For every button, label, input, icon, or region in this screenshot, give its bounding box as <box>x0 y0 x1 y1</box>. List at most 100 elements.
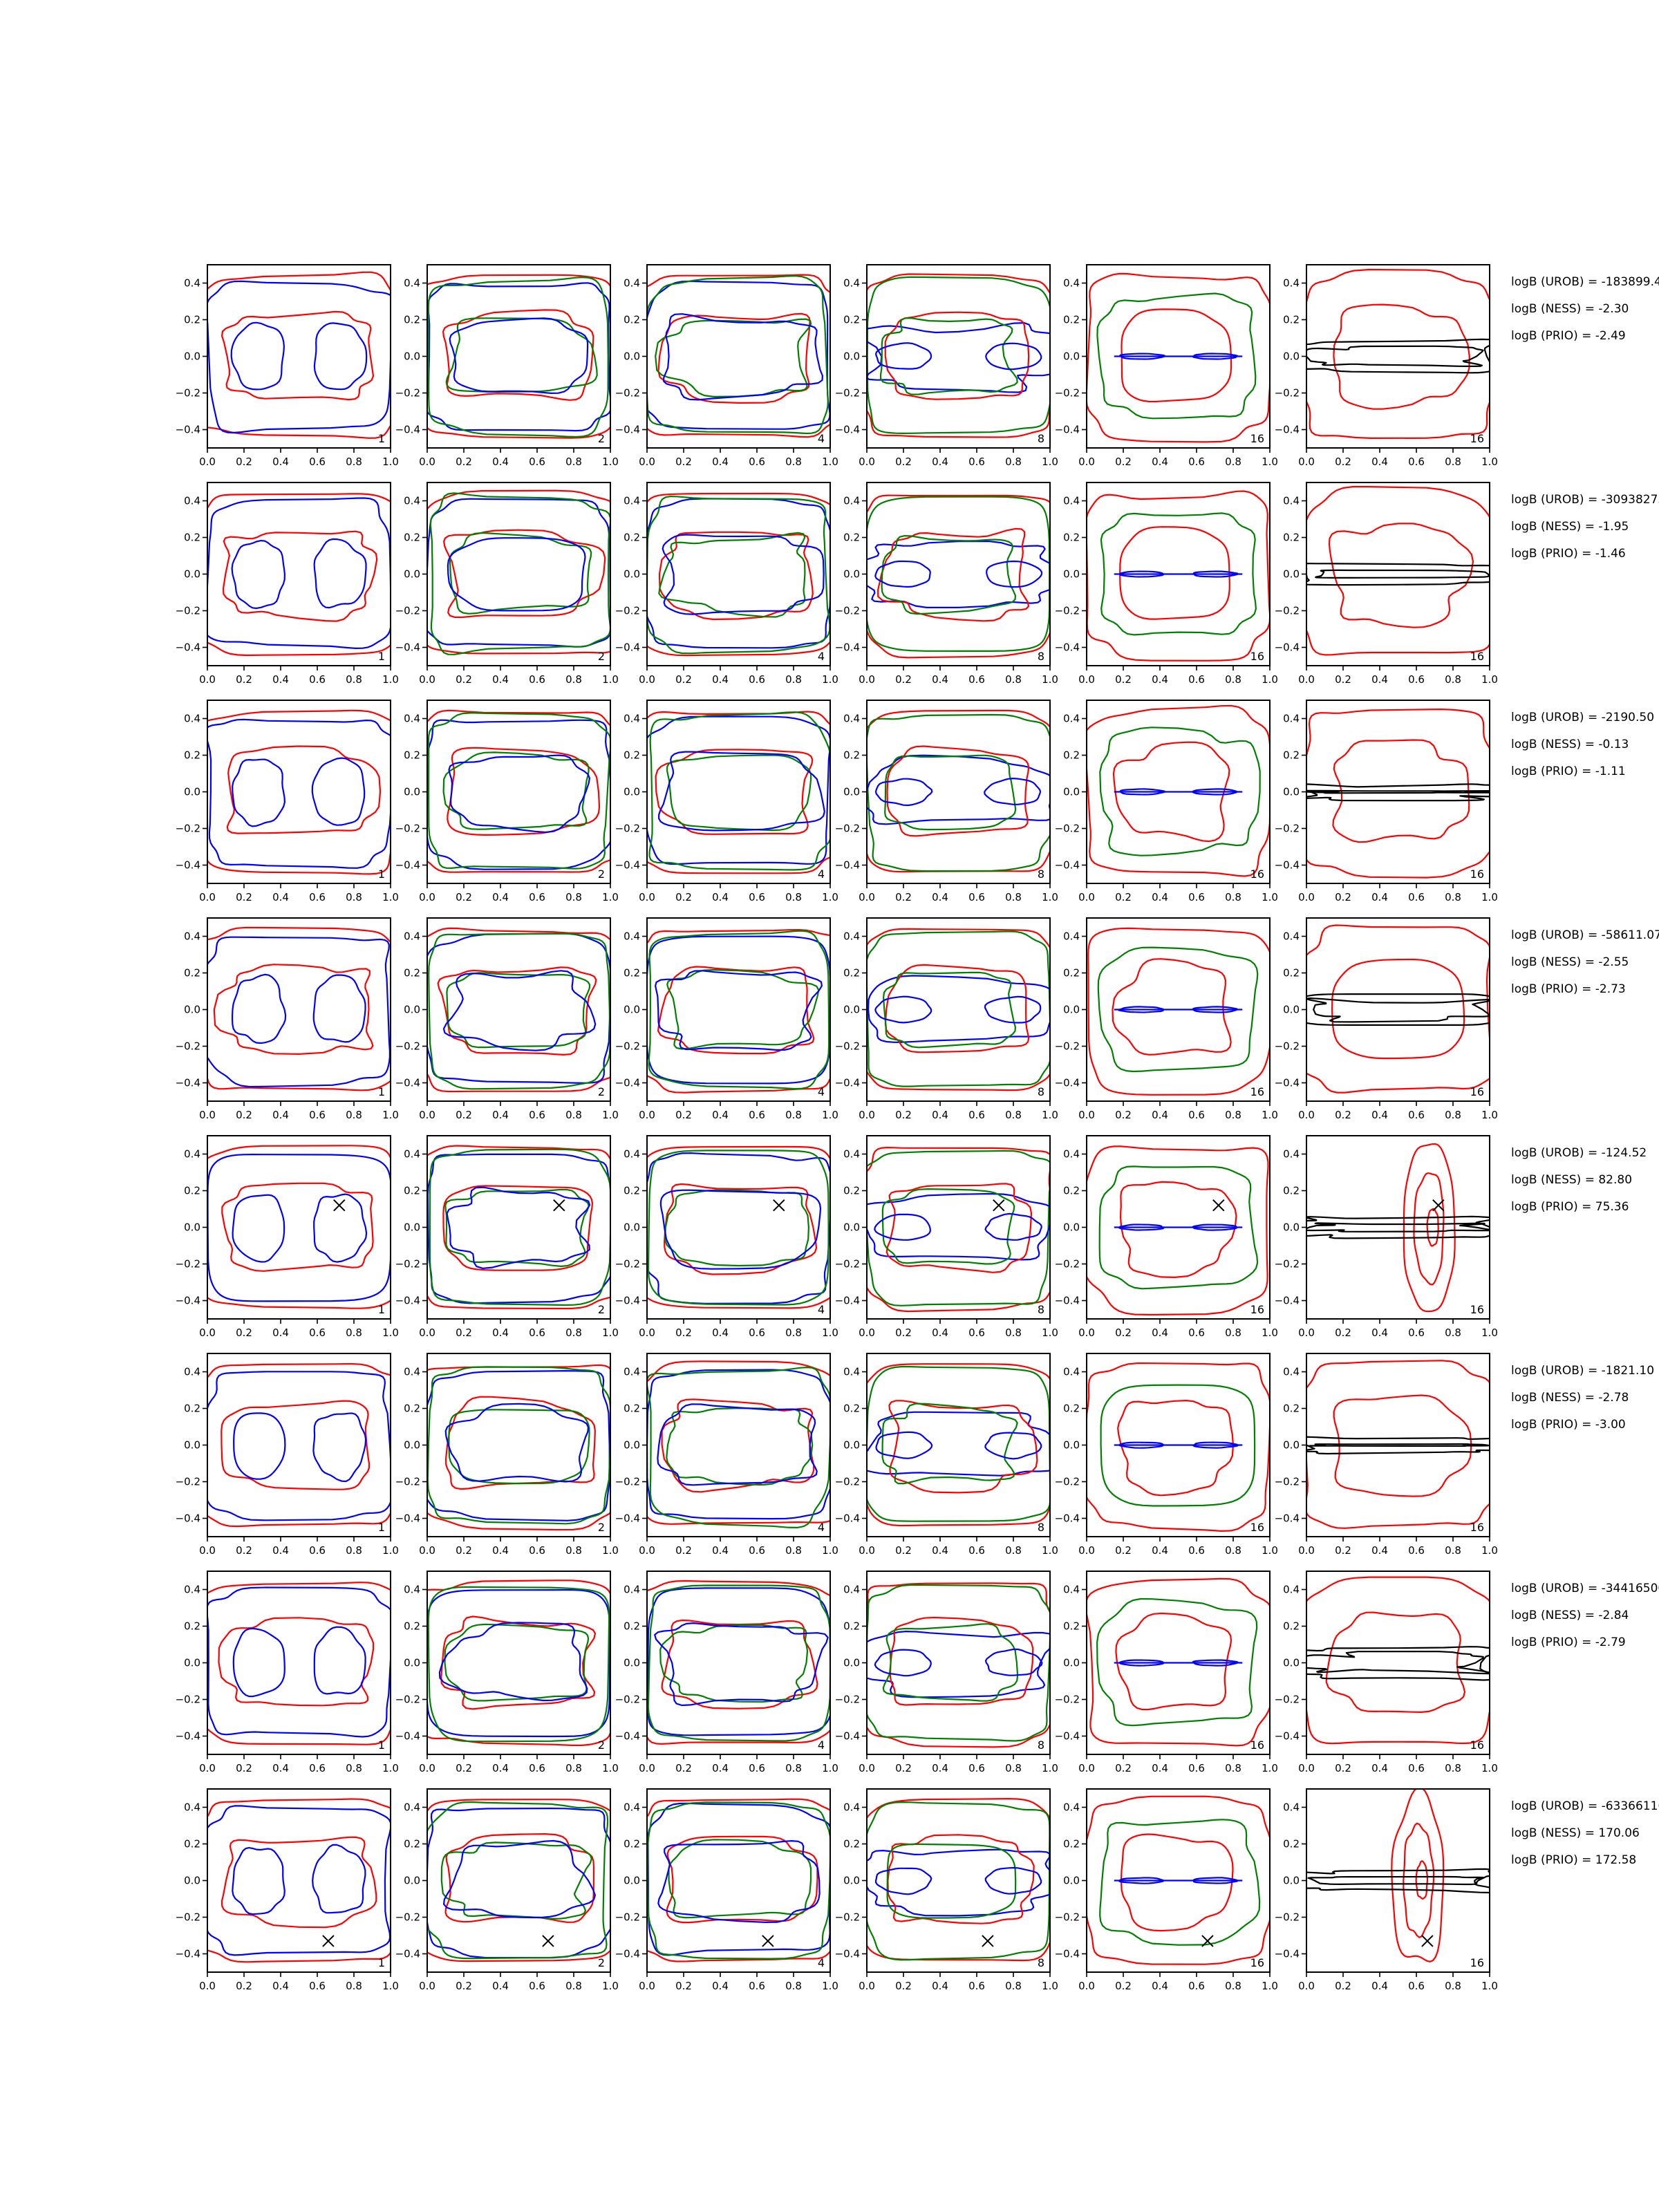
y-tick-label: −0.2 <box>395 605 420 617</box>
panel-frame <box>866 264 1051 449</box>
x-tick-label: 0.4 <box>1152 1762 1168 1774</box>
contour-line <box>647 711 830 874</box>
x-tick-label: 1.0 <box>1481 1980 1498 1992</box>
y-tick-label: 0.4 <box>1283 1366 1300 1378</box>
x-tick-label: 0.2 <box>675 456 692 468</box>
contour-line <box>985 342 1042 371</box>
contour-line <box>1308 1443 1490 1447</box>
panel-label: 4 <box>818 432 825 445</box>
y-tick-label: −0.2 <box>1275 605 1300 617</box>
y-tick-label: 0.4 <box>843 1584 860 1596</box>
logb-annotation: logB (PRIO) = -3.00 <box>1511 1418 1626 1432</box>
contour-line <box>647 1152 830 1304</box>
y-tick-label: 0.0 <box>184 1875 200 1887</box>
contour-line <box>1306 709 1490 879</box>
y-tick-label: −0.2 <box>615 1258 640 1271</box>
contour-line <box>867 1366 1050 1522</box>
y-tick-label: −0.4 <box>1055 1512 1080 1525</box>
x-tick-label: 0.6 <box>749 456 765 468</box>
x-tick-label: 1.0 <box>382 1109 399 1121</box>
contour-panel: 0.0 0.2 0.4 0.6 0.8 1.0 0.4 0.2 0.0 −0.2 −0.4 1 <box>176 917 399 1121</box>
contour-line <box>881 1403 1018 1485</box>
contour-line <box>1403 1822 1435 1938</box>
contour-line <box>655 318 812 397</box>
x-tick-label: 0.8 <box>346 673 362 686</box>
contour-group <box>867 273 1050 438</box>
contour-line <box>1332 739 1470 843</box>
contour-line <box>1333 1394 1472 1497</box>
x-tick-label: 0.8 <box>1225 1327 1241 1339</box>
x-tick-label: 1.0 <box>1481 1762 1498 1774</box>
contour-line <box>867 1798 1050 1962</box>
x-tick-label: 0.8 <box>346 1109 362 1121</box>
x-tick-label: 0.8 <box>346 1327 362 1339</box>
panel-label: 8 <box>1038 1521 1044 1534</box>
x-tick-label: 1.0 <box>822 1109 838 1121</box>
x-tick-label: 0.2 <box>236 1327 252 1339</box>
y-tick-label: 0.2 <box>624 1403 640 1415</box>
y-tick-label: −0.2 <box>1275 1258 1300 1271</box>
contour-line <box>658 532 806 618</box>
x-tick-label: 0.6 <box>749 1327 765 1339</box>
contour-line <box>875 1867 932 1895</box>
contour-line <box>868 975 1050 1043</box>
x-tick-label: 0.0 <box>1298 1109 1315 1121</box>
contour-line <box>1119 526 1230 620</box>
y-tick-label: −0.2 <box>835 1911 860 1924</box>
contour-line <box>1306 1360 1490 1529</box>
x-tick-label: 0.0 <box>199 891 216 903</box>
panel-frame <box>646 1571 831 1755</box>
x-tick-label: 0.6 <box>1188 456 1205 468</box>
y-tick-label: 0.2 <box>1063 1185 1080 1197</box>
logb-annotation: logB (UROB) = -183899.4 <box>1511 275 1659 289</box>
x-tick-label: 0.6 <box>968 1109 985 1121</box>
x-tick-label: 0.0 <box>199 1980 216 1992</box>
contour-line <box>1118 1006 1165 1013</box>
contour-line <box>1306 338 1490 374</box>
x-tick-label: 0.8 <box>565 1544 582 1557</box>
logb-annotation: logB (NESS) = -0.13 <box>1511 738 1629 751</box>
x-tick-label: 0.2 <box>236 456 252 468</box>
x-tick-label: 0.8 <box>565 891 582 903</box>
y-tick-label: 0.4 <box>404 495 420 507</box>
y-tick-label: 0.4 <box>184 930 200 943</box>
x-tick-label: 0.0 <box>199 1544 216 1557</box>
panel-label: 2 <box>598 432 605 445</box>
contour-line <box>1192 1224 1238 1231</box>
contour-group <box>207 493 391 657</box>
x-tick-label: 0.8 <box>1445 456 1461 468</box>
contour-line <box>884 754 1017 831</box>
y-tick-label: 0.2 <box>843 1185 860 1197</box>
contour-line <box>647 1360 830 1525</box>
x-tick-label: 0.2 <box>1335 456 1351 468</box>
contour-line <box>664 1189 809 1267</box>
panel-label: 4 <box>818 868 825 881</box>
contour-panel: 0.0 0.2 0.4 0.6 0.8 1.0 0.4 0.2 0.0 −0.2 −0.4 4 <box>615 264 838 468</box>
y-tick-label: −0.2 <box>615 1911 640 1924</box>
y-tick-label: −0.2 <box>1275 1694 1300 1706</box>
y-tick-label: 0.0 <box>1063 1657 1080 1669</box>
contour-line <box>1192 788 1238 796</box>
panel-label: 4 <box>818 650 825 663</box>
x-tick-label: 0.2 <box>1335 673 1351 686</box>
x-tick-label: 0.4 <box>1152 1109 1168 1121</box>
y-tick-label: 0.2 <box>1283 1403 1300 1415</box>
contour-line <box>207 280 391 434</box>
x-tick-label: 0.8 <box>785 1544 802 1557</box>
x-tick-label: 0.0 <box>1078 1762 1095 1774</box>
x-tick-label: 1.0 <box>1262 891 1278 903</box>
y-tick-label: 0.2 <box>184 967 200 980</box>
y-tick-label: 0.2 <box>1283 967 1300 980</box>
panel-frame <box>1306 917 1490 1102</box>
contour-line <box>1192 570 1239 578</box>
x-tick-label: 0.4 <box>1152 673 1168 686</box>
logb-annotation: logB (UROB) = -1821.10 <box>1511 1364 1654 1378</box>
contour-line <box>427 712 610 870</box>
contour-group <box>1087 1362 1270 1532</box>
contour-line <box>655 749 814 835</box>
x-tick-label: 0.2 <box>1335 1762 1351 1774</box>
x-tick-label: 0.6 <box>309 1109 326 1121</box>
x-tick-label: 0.6 <box>1188 1980 1205 1992</box>
contour-panel: 0.0 0.2 0.4 0.6 0.8 1.0 0.4 0.2 0.0 −0.2 −0.4 16 <box>1055 482 1278 686</box>
contour-line <box>663 313 823 401</box>
